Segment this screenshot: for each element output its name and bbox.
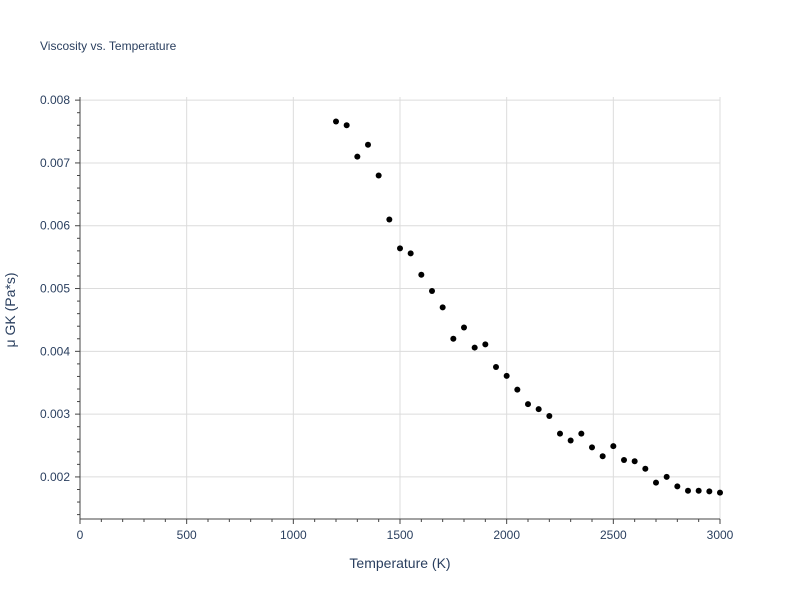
data-point <box>450 335 457 342</box>
data-point <box>578 430 585 437</box>
data-point <box>599 453 606 460</box>
x-tick-label: 1000 <box>280 528 307 542</box>
y-axis-label: μ GK (Pa*s) <box>2 273 18 348</box>
y-tick-label: 0.007 <box>40 156 70 170</box>
data-point <box>386 216 393 223</box>
axes-layer <box>75 97 721 524</box>
grid-layer <box>80 97 721 519</box>
data-point <box>653 479 659 486</box>
data-point <box>333 118 339 125</box>
data-point <box>482 341 489 348</box>
y-tick-label: 0.005 <box>40 282 70 296</box>
y-tick-label: 0.003 <box>40 407 70 421</box>
data-point <box>631 458 638 465</box>
data-point <box>557 430 563 437</box>
data-point <box>354 153 361 160</box>
data-point <box>471 344 478 351</box>
data-point <box>642 465 649 472</box>
data-point <box>439 304 446 311</box>
data-point <box>589 444 595 451</box>
data-point <box>663 473 670 480</box>
y-tick-label: 0.004 <box>40 344 70 358</box>
points-layer <box>333 118 723 496</box>
data-point <box>343 122 350 129</box>
chart-title: Viscosity vs. Temperature <box>40 39 177 53</box>
x-tick-label: 1500 <box>387 528 414 542</box>
y-tick-label: 0.002 <box>40 470 70 484</box>
data-point <box>375 172 382 179</box>
ticks-layer: 0 500 1000 1500 2000 2500 3000 0.002 0.003 0.004 0… <box>40 93 734 542</box>
y-tick-label: 0.006 <box>40 219 70 233</box>
x-tick-label: 0 <box>77 528 84 542</box>
data-point <box>695 487 702 494</box>
y-tick-label: 0.008 <box>40 93 70 107</box>
data-point <box>525 401 531 408</box>
data-point <box>685 487 691 494</box>
data-point <box>365 141 371 148</box>
data-point <box>674 483 681 490</box>
data-point <box>546 413 553 420</box>
x-tick-label: 2000 <box>493 528 520 542</box>
x-tick-label: 2500 <box>600 528 627 542</box>
data-point <box>706 488 713 495</box>
x-tick-label: 500 <box>177 528 197 542</box>
x-tick-label: 3000 <box>707 528 734 542</box>
data-point <box>493 364 499 371</box>
data-point <box>418 271 425 278</box>
data-point <box>397 245 403 252</box>
data-point <box>621 456 627 463</box>
data-point <box>535 406 542 413</box>
x-axis-label: Temperature (K) <box>349 555 450 571</box>
data-point <box>461 324 467 331</box>
data-point <box>514 386 521 393</box>
data-point <box>567 437 574 444</box>
data-point <box>429 288 435 295</box>
data-point <box>717 489 723 496</box>
data-point <box>503 372 510 379</box>
data-point <box>610 443 617 450</box>
data-point <box>407 250 414 257</box>
